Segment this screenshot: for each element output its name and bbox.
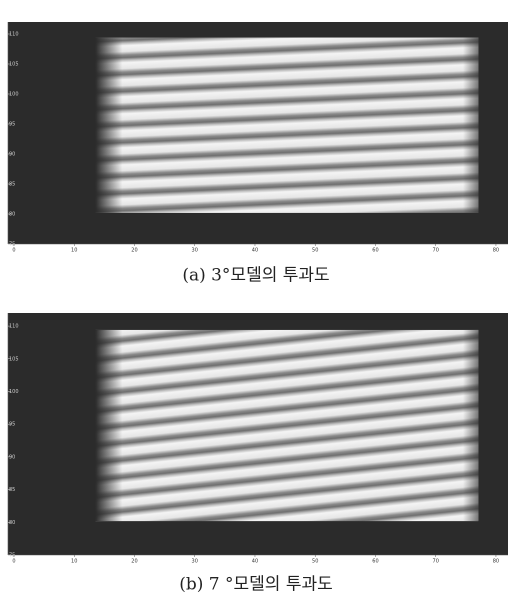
y-tick-label: 105 [9, 356, 19, 362]
y-tick-label: 110 [9, 32, 19, 38]
x-tick-label: 50 [312, 559, 318, 565]
x-tick-label: 10 [71, 248, 77, 254]
x-tick-label: 70 [433, 248, 439, 254]
edge-fade [95, 37, 479, 213]
x-tick-label: 70 [433, 559, 439, 565]
y-tick-label: 95 [9, 422, 15, 428]
x-tick-label: 10 [71, 559, 77, 565]
y-tick-label: 100 [9, 389, 19, 395]
x-tick-label: 0 [12, 559, 15, 565]
x-tick-label: 20 [131, 559, 137, 565]
x-tick-label: 30 [192, 248, 198, 254]
x-tick-label: 60 [372, 248, 378, 254]
x-tick-label: 40 [252, 248, 258, 254]
y-tick-label: 80 [9, 520, 15, 526]
x-tick-label: 30 [192, 559, 198, 565]
x-tick-label: 60 [372, 559, 378, 565]
caption: (a) 3°모델의 투과도 [182, 266, 329, 286]
y-tick-label: 85 [9, 182, 15, 188]
x-tick-label: 80 [493, 248, 499, 254]
x-tick-label: 80 [493, 559, 499, 565]
x-tick-label: 50 [312, 248, 318, 254]
x-tick-label: 0 [12, 248, 15, 254]
x-tick-label: 40 [252, 559, 258, 565]
caption: (b) 7 °모델의 투과도 [179, 575, 333, 595]
y-tick-label: 80 [9, 212, 15, 218]
y-tick-label: 85 [9, 487, 15, 493]
y-tick-label: 75 [9, 242, 15, 248]
y-tick-label: 110 [9, 324, 19, 330]
y-tick-label: 100 [9, 92, 19, 98]
y-tick-label: 95 [9, 122, 15, 128]
edge-fade [95, 329, 479, 522]
x-tick-label: 20 [131, 248, 137, 254]
y-tick-label: 105 [9, 62, 19, 68]
y-tick-label: 75 [9, 553, 15, 559]
y-tick-label: 90 [9, 454, 15, 460]
y-tick-label: 90 [9, 152, 15, 158]
